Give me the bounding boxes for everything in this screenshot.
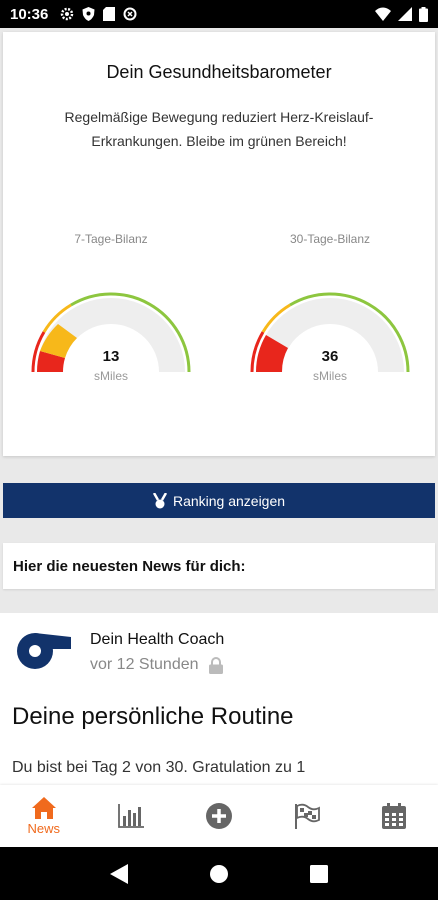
nav-news[interactable]: News: [0, 785, 88, 847]
signal-icon: [398, 7, 412, 21]
whistle-icon: [17, 633, 71, 669]
health-barometer-card: Dein Gesundheitsbarometer Regelmäßige Be…: [3, 32, 435, 456]
checkered-flag-icon: [294, 803, 320, 829]
settings-icon: [61, 7, 74, 21]
battery-icon: [419, 6, 428, 22]
medal-icon: [152, 492, 167, 508]
news-section-header: Hier die neuesten News für dich:: [3, 543, 435, 589]
news-headline: Deine persönliche Routine: [12, 703, 294, 730]
home-button-icon[interactable]: [209, 864, 229, 884]
nav-news-label: News: [27, 820, 61, 836]
calendar-icon: [382, 803, 407, 829]
nav-challenges[interactable]: [263, 785, 351, 847]
barometer-title: Dein Gesundheitsbarometer: [106, 62, 332, 82]
wifi-icon: [375, 7, 391, 21]
gauge-30-day: 30-Tage-Bilanz 36 sMiles: [240, 230, 420, 400]
gauge-value: 36: [321, 348, 339, 365]
recents-icon[interactable]: [309, 864, 328, 883]
gauge-value: 13: [102, 348, 120, 365]
gauge-7-day-fill-red: [36, 351, 65, 372]
sd-card-icon: [103, 7, 116, 21]
ranking-button[interactable]: Ranking anzeigen: [3, 483, 435, 518]
lock-icon: [208, 656, 223, 674]
shield-icon: [82, 7, 95, 21]
news-body: Du bist bei Tag 2 von 30. Gratulation zu…: [12, 759, 306, 776]
bar-chart-icon: [118, 804, 145, 828]
data-saver-icon: [123, 7, 137, 21]
news-time-ago: vor 12 Stunden: [90, 656, 199, 673]
add-circle-icon: [205, 803, 232, 829]
gauge-label: 7-Tage-Bilanz: [74, 232, 148, 246]
gauge-30-day-chart: [250, 292, 410, 373]
home-icon: [31, 796, 56, 819]
status-bar: 10:36: [0, 0, 438, 28]
status-time: 10:36: [10, 5, 49, 23]
gauge-unit: sMiles: [312, 369, 347, 383]
back-icon[interactable]: [110, 863, 129, 884]
nav-add[interactable]: [175, 785, 263, 847]
gauge-label: 30-Tage-Bilanz: [289, 232, 371, 246]
gauge-7-day-fill-yellow: [40, 324, 77, 358]
news-timestamp: vor 12 Stunden: [90, 656, 223, 674]
news-author: Dein Health Coach: [90, 631, 225, 648]
gauge-7-day-chart: [31, 292, 191, 373]
gauge-unit: sMiles: [93, 369, 128, 383]
system-navigation-bar: [0, 847, 438, 900]
gauge-30-day-fill-red: [256, 335, 288, 372]
nav-statistics[interactable]: [88, 785, 176, 847]
news-header-label: Hier die neuesten News für dich:: [13, 557, 246, 575]
news-card[interactable]: Dein Health Coach vor 12 Stunden Deine p…: [0, 613, 438, 785]
nav-calendar[interactable]: [350, 785, 438, 847]
gauge-7-day: 7-Tage-Bilanz 13 sMiles: [21, 230, 201, 400]
barometer-description: Regelmäßige Bewegung reduziert Herz-Krei…: [64, 109, 374, 149]
bottom-navigation: News: [0, 785, 438, 847]
ranking-button-label: Ranking anzeigen: [172, 492, 286, 509]
